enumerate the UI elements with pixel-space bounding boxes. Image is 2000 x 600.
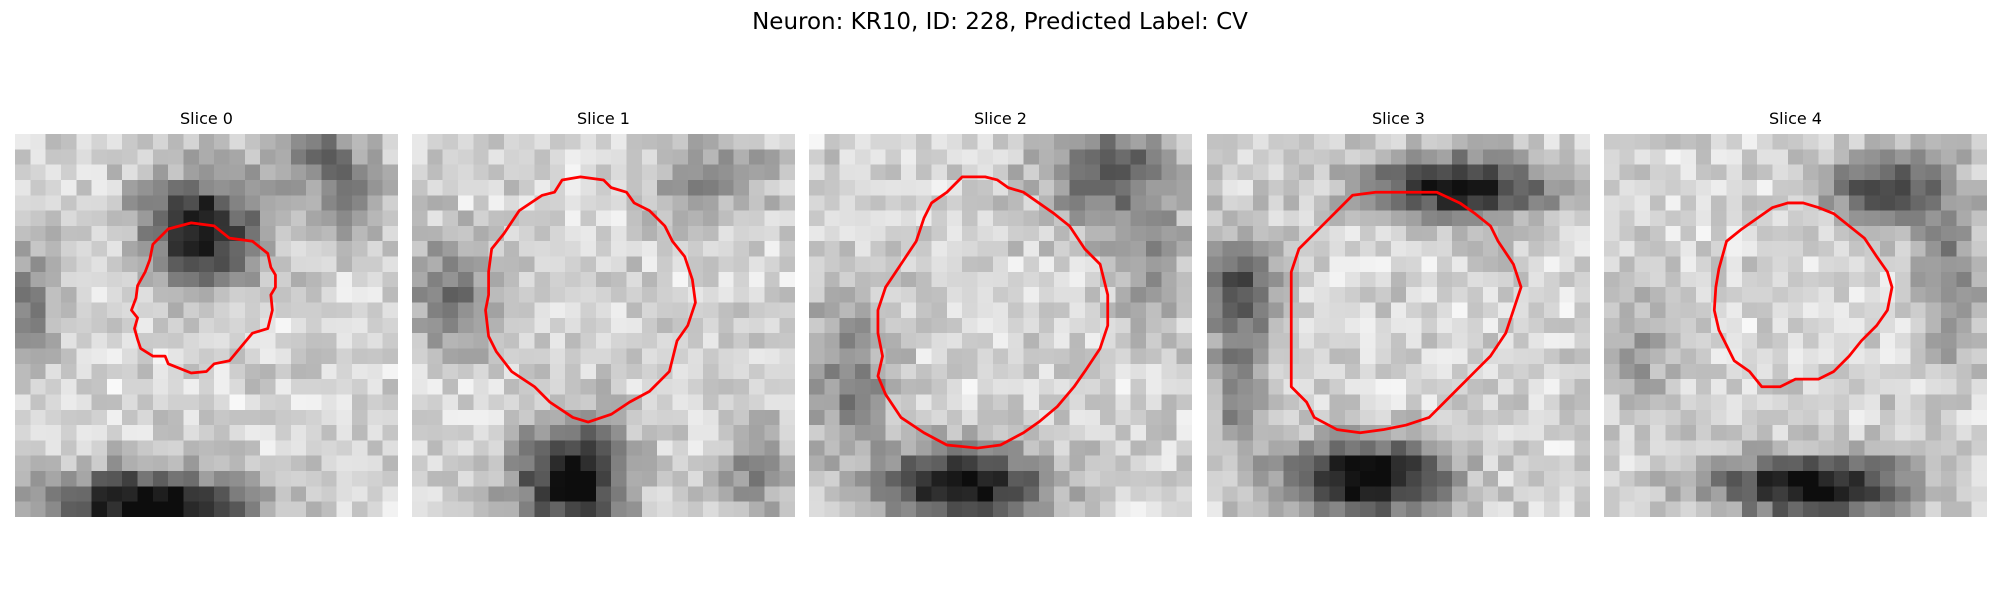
slice-title: Slice 4 (1769, 109, 1822, 128)
slice-title: Slice 2 (974, 109, 1027, 128)
slice-image (412, 134, 795, 517)
neuron-contour (484, 175, 697, 424)
slice-title: Slice 3 (1372, 109, 1425, 128)
neuron-contour (1712, 201, 1894, 389)
slice-image (1604, 134, 1987, 517)
neuron-contour (1289, 190, 1523, 435)
slice-title: Slice 1 (577, 109, 630, 128)
pixel-grid (15, 134, 398, 517)
neuron-contour (876, 175, 1110, 450)
pixel-grid (412, 134, 795, 517)
slice-image (1207, 134, 1590, 517)
pixel-grid (809, 134, 1192, 517)
slice-title: Slice 0 (180, 109, 233, 128)
neuron-contour (130, 221, 277, 375)
pixel-grid (1604, 134, 1987, 517)
slice-image (15, 134, 398, 517)
pixel-grid (1207, 134, 1590, 517)
slice-image (809, 134, 1192, 517)
figure-title: Neuron: KR10, ID: 228, Predicted Label: … (752, 9, 1248, 35)
